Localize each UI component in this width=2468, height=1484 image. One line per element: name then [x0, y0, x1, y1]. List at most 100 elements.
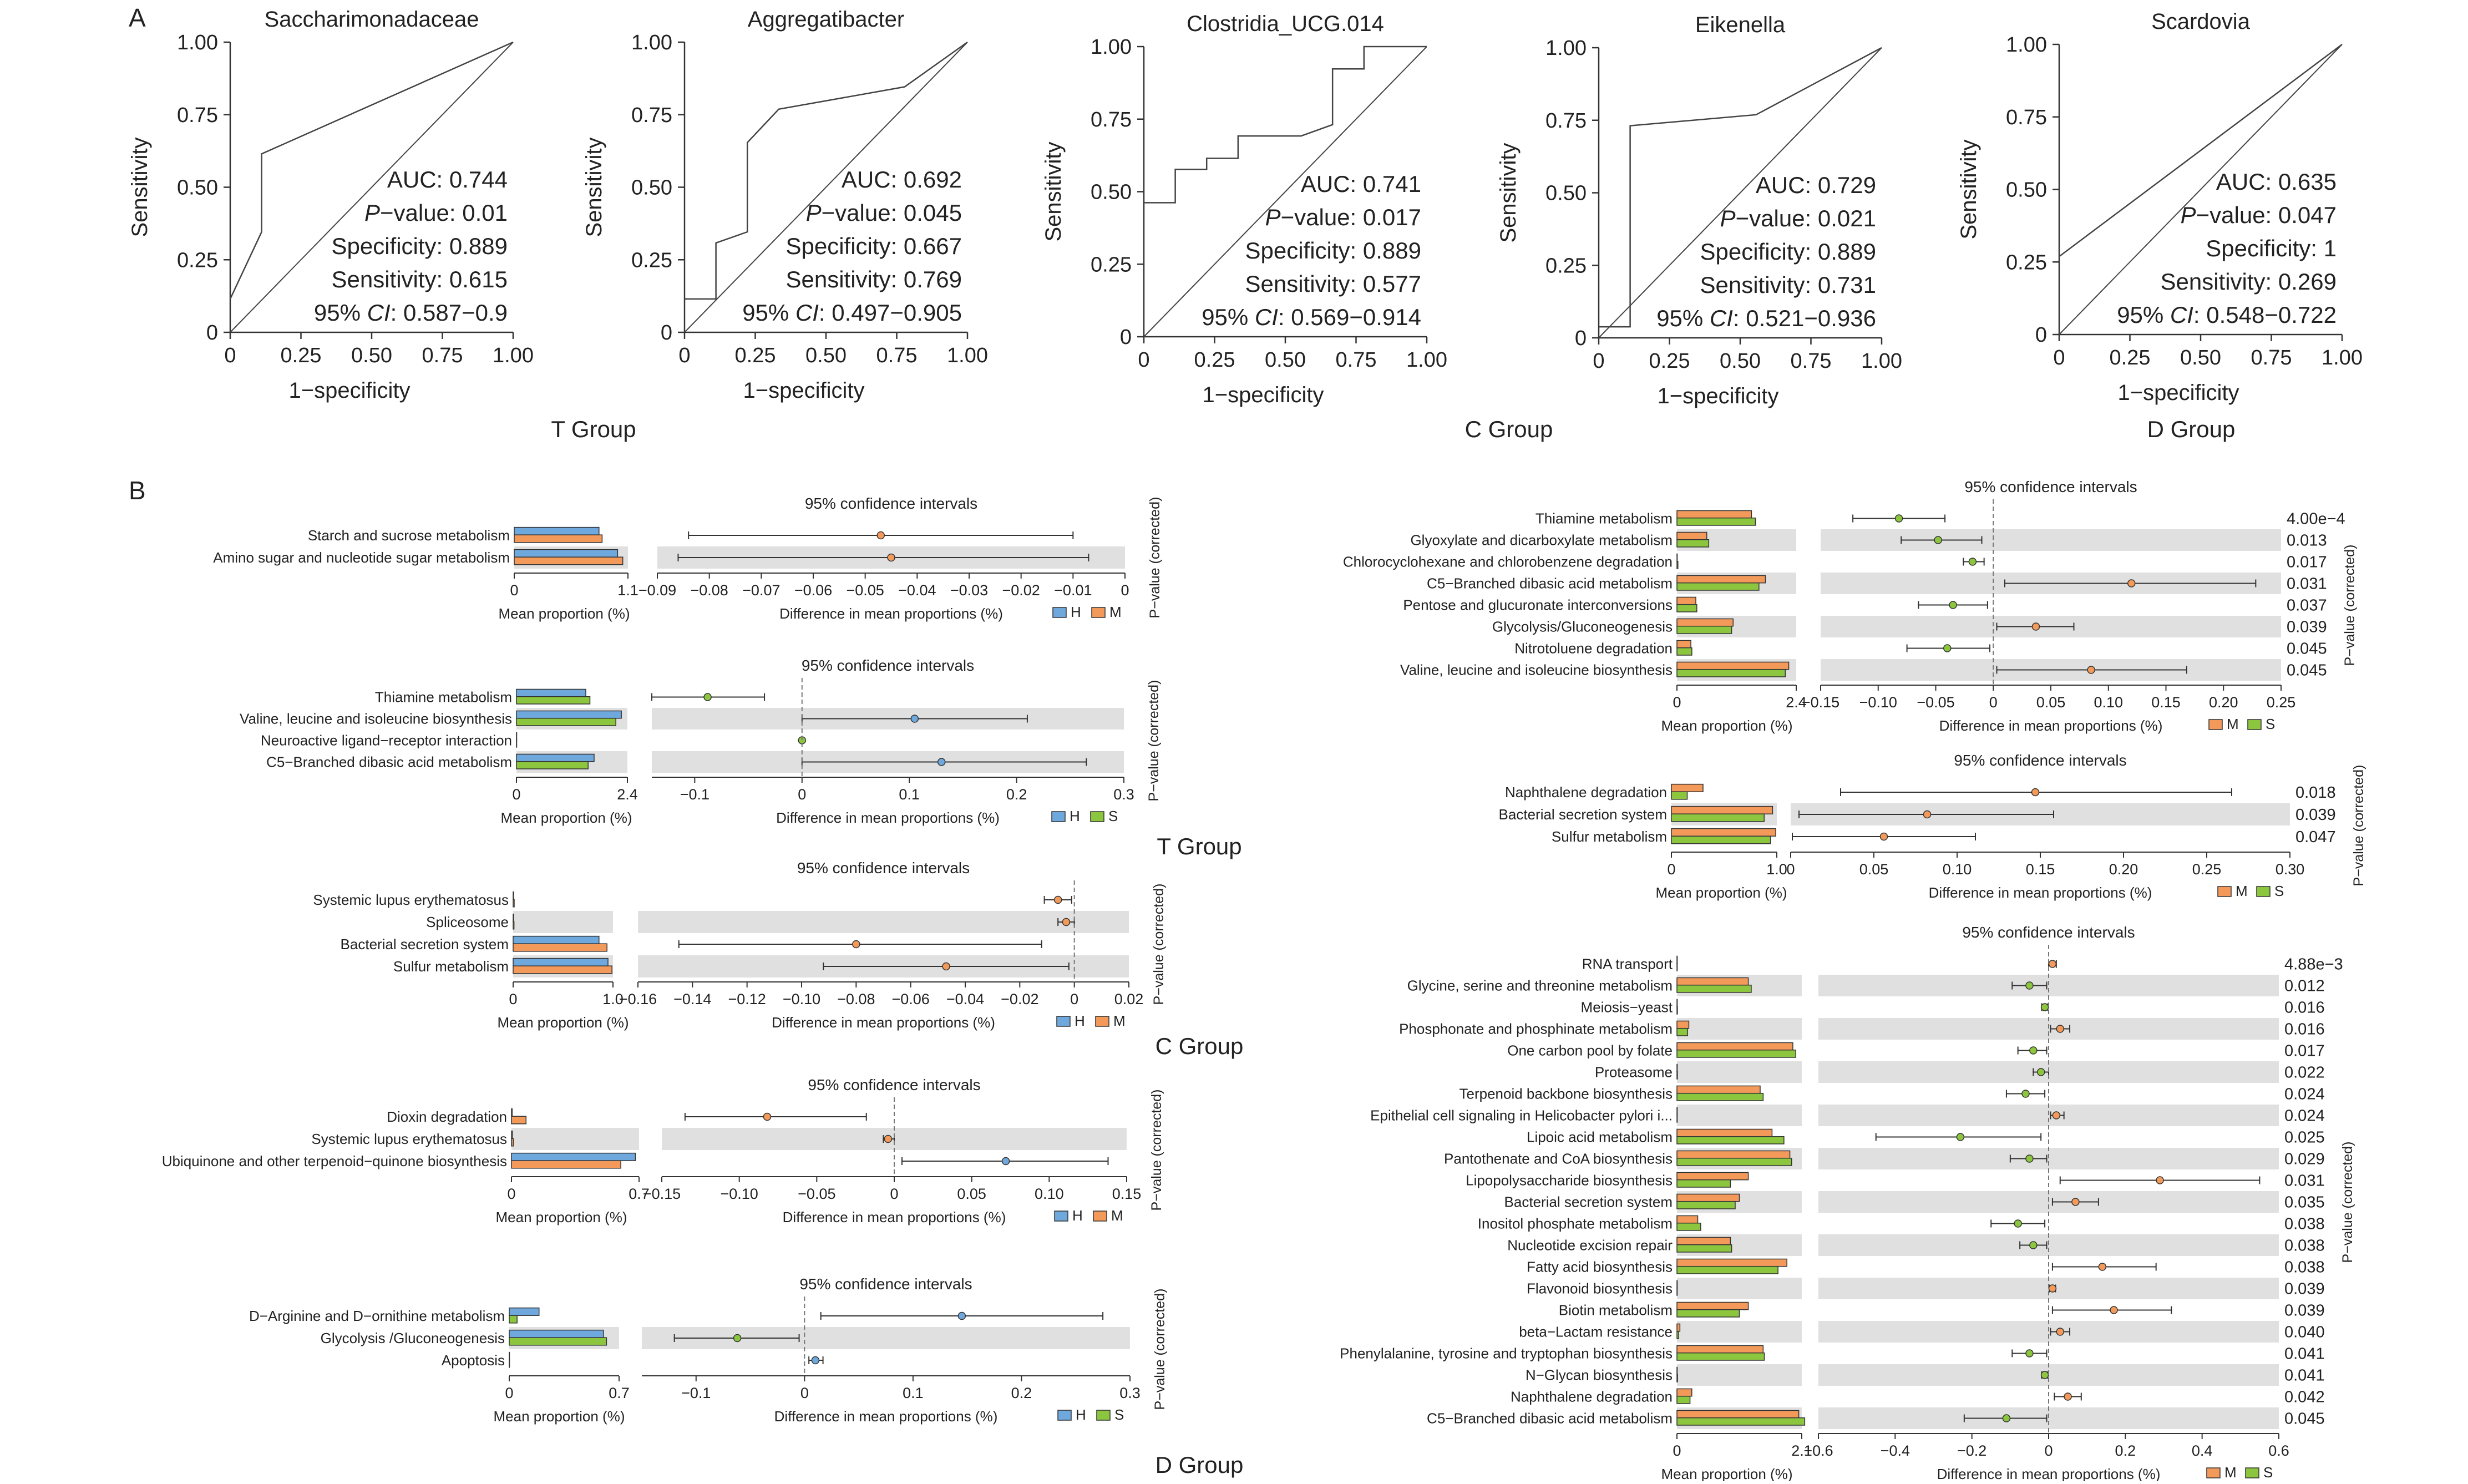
feature-label: Biotin metabolism [1559, 1302, 1673, 1319]
roc-x-tick-label: 0.25 [1194, 348, 1235, 372]
roc-y-label: Sensitivity [1496, 143, 1521, 242]
p-value: 0.022 [2284, 1064, 2325, 1082]
roc-y-label: Sensitivity [1041, 141, 1066, 241]
extended-error-bar-chart-5: 95% confidence intervals D−Arginine and D… [249, 1275, 1168, 1425]
bar-x-tick-label: 0.7 [629, 1186, 650, 1202]
bar-x-tick-label: 0 [509, 991, 517, 1007]
mean-bar-S [1671, 791, 1688, 800]
diff-x-tick-label: 0.25 [2192, 861, 2222, 878]
bar-x-tick-label: 0 [510, 582, 518, 599]
mean-bar-M [1676, 1301, 1749, 1310]
mean-bar-M [1676, 661, 1790, 670]
diff-x-tick-label: 0.02 [1114, 991, 1144, 1007]
roc-stat-line: 95% CI: 0.521−0.936 [1656, 305, 1876, 331]
p-value: 0.045 [2284, 1410, 2325, 1428]
diff-x-tick-label: 0.10 [1943, 861, 1972, 878]
roc-stat-part: CI [367, 300, 391, 326]
roc-y-tick-label: 1.00 [2006, 33, 2047, 57]
roc-y-tick-label: 0.75 [1091, 108, 1132, 131]
p-value: 0.039 [2295, 806, 2336, 824]
legend-swatch-M [2208, 719, 2223, 730]
feature-label: Sulfur metabolism [393, 958, 509, 975]
feature-label: Chlorocyclohexane and chlorobenzene degr… [1343, 554, 1673, 570]
p-value: 0.039 [2284, 1302, 2325, 1320]
mean-bar-H [509, 1307, 540, 1316]
roc-y-tick-label: 0 [661, 321, 672, 345]
mean-bar-M [1676, 1128, 1773, 1137]
roc-stat-line: Specificity: 1 [2206, 235, 2337, 261]
feature-label: Terpenoid backbone biosynthesis [1459, 1086, 1673, 1102]
feature-label: Thiamine metabolism [1535, 510, 1673, 527]
mean-bar-S [516, 696, 591, 705]
p-value: 0.039 [2287, 619, 2327, 636]
mean-bar-S [509, 1315, 518, 1324]
diff-point [2064, 1392, 2072, 1401]
roc-stat-part: 95% [1202, 304, 1255, 330]
roc-x-tick-label: 0.75 [422, 344, 463, 367]
legend-label: M [1113, 1012, 1126, 1029]
mean-bar-M [1676, 1042, 1793, 1051]
legend-label: S [2274, 883, 2284, 899]
mean-bar-M [1676, 999, 1678, 1007]
roc-x-label: 1−specificity [2118, 381, 2239, 405]
roc-stat-part: P [1720, 205, 1736, 231]
group-label-t-top: T Group [551, 416, 636, 442]
p-value: 4.88e−3 [2284, 956, 2343, 974]
diff-x-tick-label: 0.3 [1119, 1385, 1141, 1401]
mean-bar-M [1676, 1410, 1800, 1419]
roc-x-tick-label: 1.00 [947, 344, 988, 367]
row-band [1677, 1321, 1802, 1343]
legend-label: S [2263, 1464, 2273, 1481]
mean-bar-S [1676, 963, 1678, 971]
mean-bar-M [1676, 1237, 1731, 1245]
roc-stat-part: 0.889 [1818, 239, 1876, 265]
roc-y-label: Sensitivity [1957, 139, 1981, 239]
roc-stat-part: 0.889 [1363, 237, 1421, 264]
diff-point [2087, 666, 2095, 674]
row-band [1818, 1321, 2279, 1343]
feature-label: Fatty acid biosynthesis [1527, 1259, 1673, 1275]
mean-bar-M [1671, 806, 1773, 814]
mean-bar-M [1676, 1323, 1681, 1332]
diff-point [1879, 832, 1888, 841]
roc-x-tick-label: 0.50 [351, 344, 392, 367]
roc-y-tick-label: 0 [1120, 326, 1132, 349]
mean-bar-H [516, 732, 518, 741]
roc-x-label: 1−specificity [743, 378, 865, 403]
legend-label: M [2236, 883, 2248, 899]
feature-label: Amino sugar and nucleotide sugar metabol… [213, 549, 510, 566]
mean-bar-M [1676, 618, 1734, 627]
roc-stat-part: 0.889 [449, 233, 508, 259]
mean-bar-S [516, 761, 589, 769]
mean-bar-S [1676, 1287, 1678, 1296]
diff-x-tick-label: 0 [800, 1385, 809, 1401]
p-value: 0.018 [2295, 784, 2336, 802]
feature-label: Sulfur metabolism [1552, 828, 1667, 845]
mean-bar-M [1676, 1280, 1678, 1289]
roc-x-tick-label: 0 [2053, 346, 2065, 369]
diff-point [957, 1311, 966, 1320]
diff-x-tick-label: −0.2 [1957, 1442, 1986, 1459]
mean-bar-M [1676, 1193, 1740, 1202]
p-value: 0.045 [2287, 640, 2327, 658]
roc-x-tick-label: 1.00 [1861, 350, 1902, 373]
roc-curve [229, 41, 514, 300]
roc-diagonal [1143, 46, 1427, 337]
ci-title: 95% confidence intervals [1964, 478, 2137, 495]
p-value: 0.041 [2284, 1345, 2325, 1363]
roc-x-tick-label: 0 [1593, 350, 1604, 373]
diff-x-tick-label: 0 [1121, 582, 1129, 599]
p-value: 0.038 [2284, 1237, 2325, 1255]
diff-x-tick-label: 0.20 [2109, 861, 2138, 878]
roc-x-tick-label: 1.00 [1406, 348, 1447, 372]
p-value: 0.031 [2284, 1172, 2325, 1190]
feature-label: C5−Branched dibasic acid metabolism [266, 754, 512, 771]
roc-stat-part: 95% [742, 300, 795, 326]
mean-bar-S [1671, 835, 1771, 844]
roc-x-tick-label: 1.00 [2322, 346, 2363, 369]
diff-x-tick-label: 0.1 [903, 1385, 924, 1401]
p-value: 0.045 [2287, 662, 2327, 680]
roc-stat-part: : 0.497−0.905 [819, 300, 962, 326]
roc-x-tick-label: 0.75 [1791, 350, 1832, 373]
mean-bar-S [1671, 813, 1765, 822]
